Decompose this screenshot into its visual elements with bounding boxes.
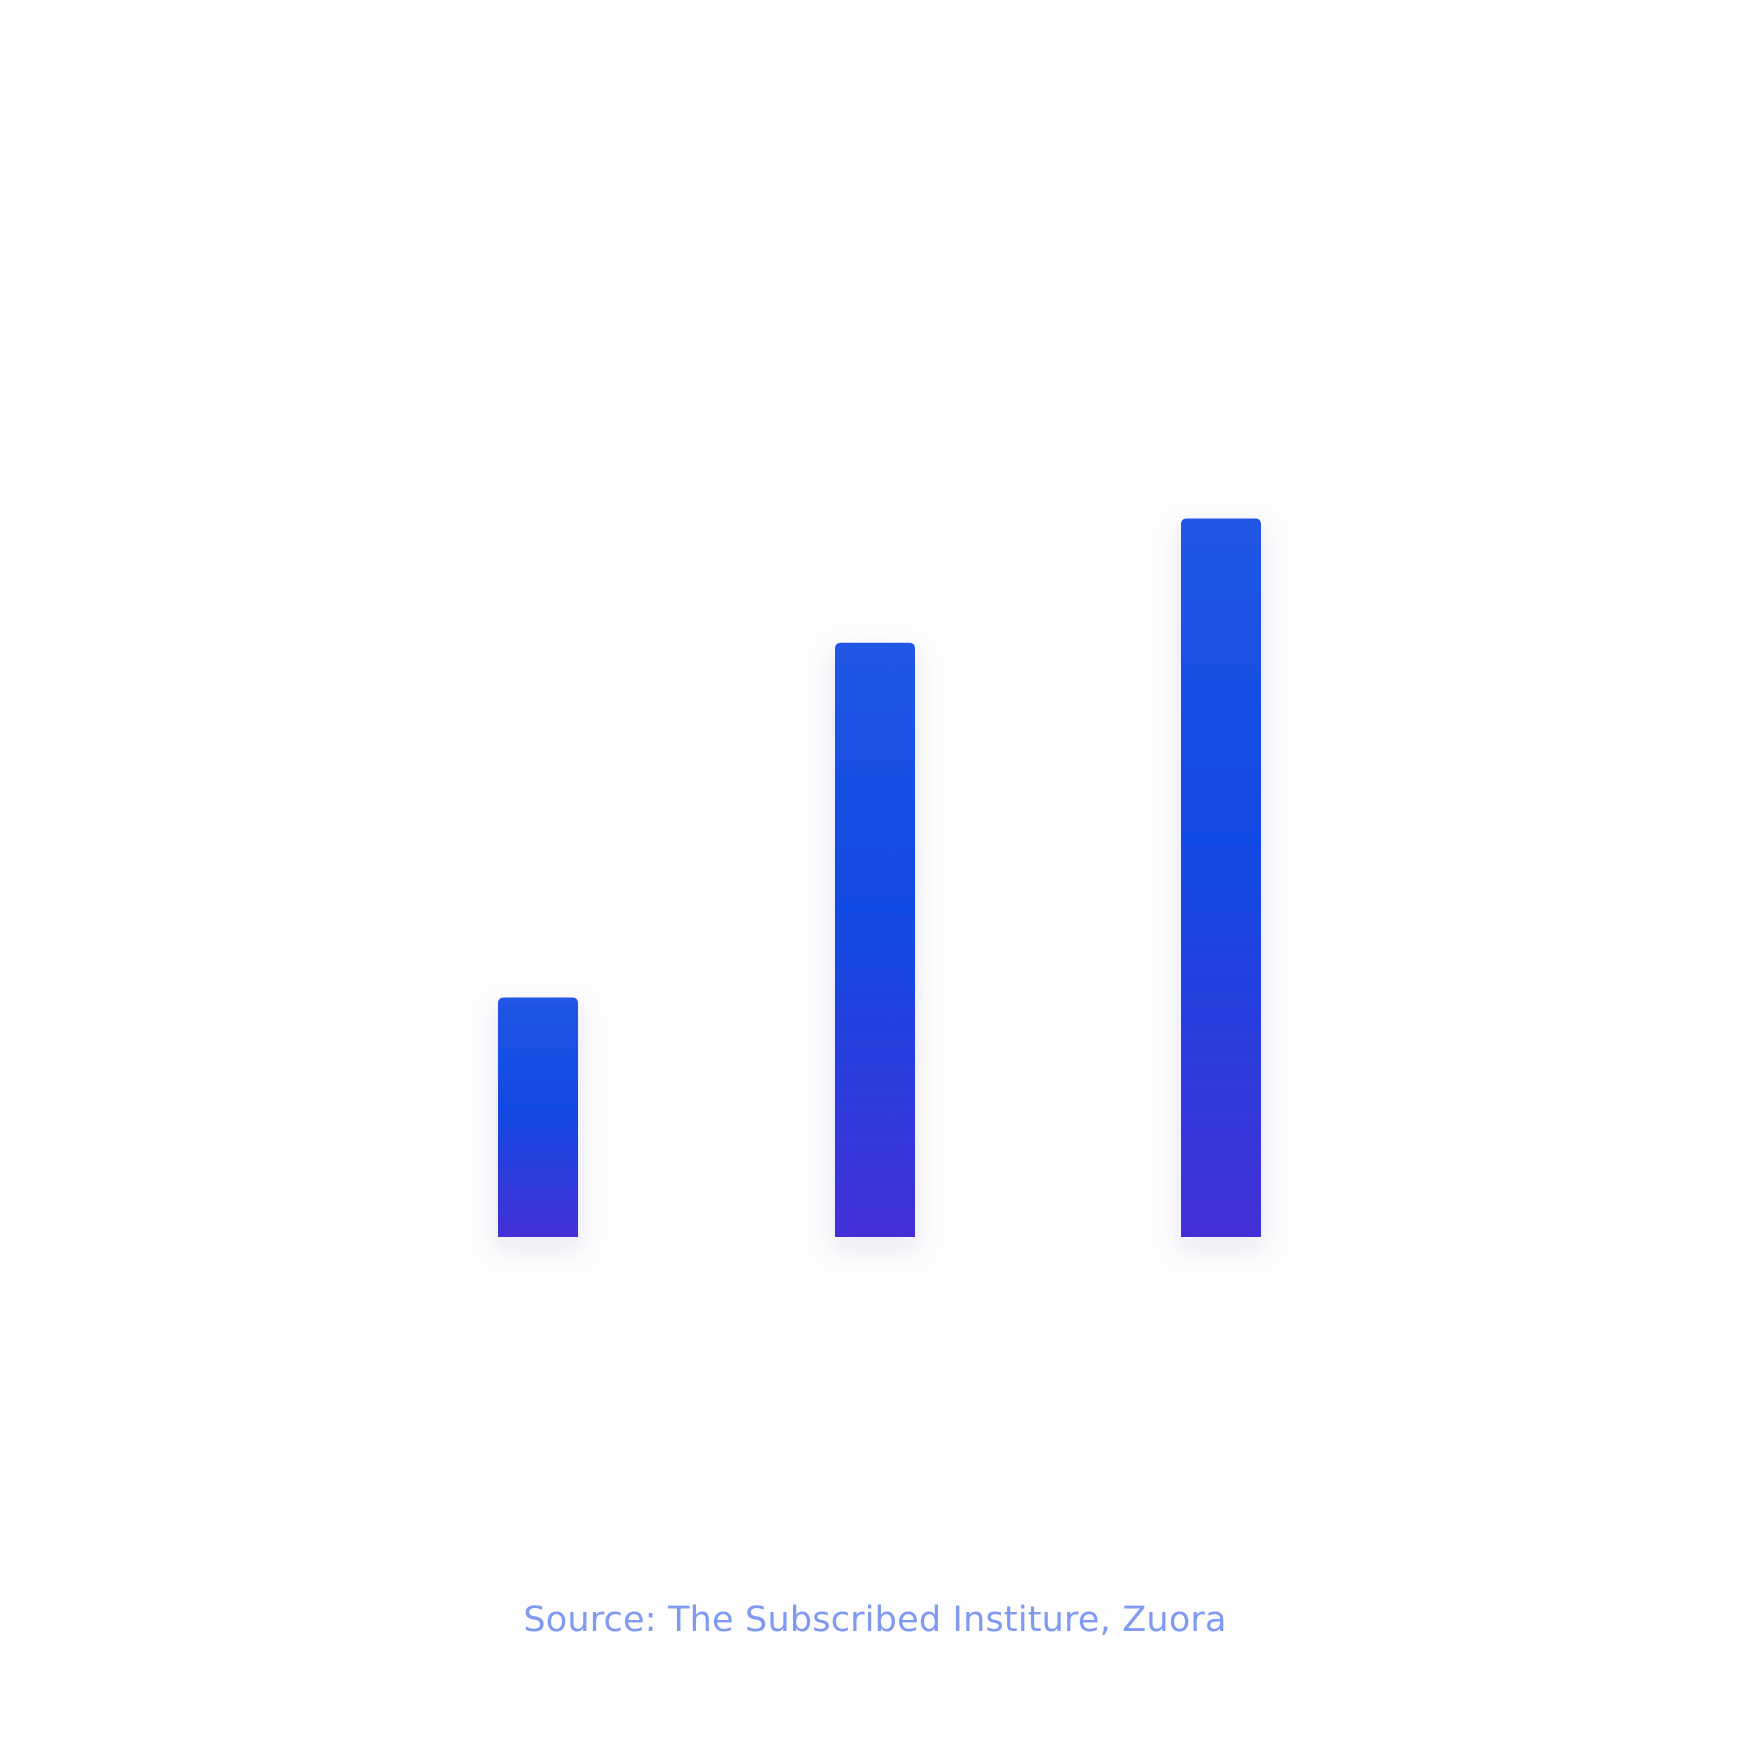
bar-2	[835, 642, 915, 1237]
bar-1	[498, 997, 578, 1237]
bar-3	[1181, 518, 1261, 1237]
source-caption: Source: The Subscribed Institure, Zuora	[523, 1600, 1227, 1640]
bars-group	[498, 518, 1261, 1237]
